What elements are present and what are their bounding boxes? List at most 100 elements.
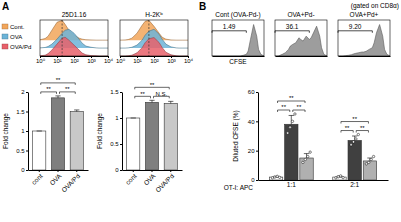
legend: Cont.OVAOVA/Pd [2, 24, 31, 50]
bar [145, 102, 158, 170]
x-tick: OVA [48, 170, 63, 187]
y-tick: 1 [21, 128, 28, 134]
x-tick: 10³ [87, 56, 96, 64]
significance-bracket [356, 131, 368, 133]
x-tick: 10⁴ [104, 56, 114, 64]
y-tick: 0.5 [16, 148, 28, 154]
x-tick: 2:1 [350, 180, 359, 188]
y-axis: 0204060 [248, 89, 259, 183]
histogram-line [212, 25, 264, 56]
data-point [304, 158, 306, 160]
error-bar [55, 96, 60, 98]
axis-line [213, 56, 265, 57]
x-tick: cont [30, 170, 44, 186]
panel-label: A [2, 1, 9, 12]
error-bar [149, 100, 154, 102]
significance-label: N.S. [156, 91, 168, 97]
legend-label: Cont. [10, 24, 25, 30]
y-tick: 1 [115, 115, 122, 121]
significance-bracket [41, 92, 57, 94]
x-tick-label: 10³ [167, 58, 176, 64]
y-tick: 20 [248, 148, 258, 154]
bar [363, 161, 376, 180]
y-tick: 40 [248, 119, 258, 125]
significance-bracket [41, 83, 76, 85]
bar [70, 112, 83, 171]
y-axis-title: Fold change [96, 113, 104, 149]
histogram-panel: 9.20 OVA+Pd+ [338, 11, 391, 57]
histogram-panel: 1.49Cont (OVA-Pd-)CFSE [212, 11, 265, 65]
y-tick-mark [26, 151, 28, 152]
y-axis-title: Fold change [2, 113, 10, 149]
y-tick-mark [256, 180, 258, 181]
data-point [278, 176, 280, 178]
significance-label: ** [56, 77, 61, 83]
significance-label: ** [360, 125, 365, 131]
x-tick: 10⁴ [184, 56, 194, 64]
error-bar [289, 115, 294, 124]
bar [127, 118, 140, 170]
significance-bracket [60, 92, 76, 94]
gate [338, 31, 372, 33]
y-tick: 2 [21, 89, 28, 95]
x-tick: OVA/Pd [60, 170, 81, 193]
legend-swatch [2, 24, 8, 29]
panel-label: B [199, 1, 206, 12]
data-point [352, 141, 354, 143]
error-bar [352, 136, 357, 140]
chart-title: OVA+Pd+ [350, 11, 379, 18]
x-tick-mark [133, 170, 134, 172]
significance-bracket [341, 122, 368, 124]
data-point [368, 161, 370, 163]
data-point [291, 120, 293, 122]
significance-bracket [278, 101, 305, 103]
x-axis: 10⁰10¹10²10³10⁴ [116, 56, 194, 64]
data-point [271, 177, 273, 179]
bar-panel: 00.511.5contOVAOVA/PdFold change**N.S.** [96, 82, 183, 194]
x-tick-label: 2:1 [350, 181, 359, 188]
reference-line [148, 20, 149, 56]
x-axis-title: CFSE [229, 58, 247, 65]
histogram-area [40, 37, 108, 56]
legend-swatch [2, 34, 8, 39]
gate-label: 9.20 [349, 23, 362, 30]
y-tick-mark [256, 121, 258, 122]
y-tick-mark [26, 112, 28, 113]
y-tick: 0 [251, 177, 258, 183]
x-tick-label: 10⁴ [104, 58, 114, 64]
y-tick-mark [120, 118, 122, 119]
significance-bracket [293, 110, 305, 112]
y-tick-label: 40 [248, 119, 255, 125]
data-point [355, 138, 357, 140]
axis-line [28, 93, 29, 171]
histogram-line [275, 26, 327, 56]
y-tick-label: 0 [21, 167, 25, 173]
x-tick-label: 1:1 [287, 181, 296, 188]
x-axis: 1:1 2:1 [259, 180, 389, 188]
error-bar [337, 176, 342, 178]
x-tick-label: OVA/Pd [60, 172, 81, 193]
histogram-panel: 10⁰10¹10²10³10⁴25D1.16 [36, 11, 114, 64]
x-tick-label: 10² [150, 58, 159, 64]
data-point [276, 175, 278, 177]
axis-line [122, 93, 123, 171]
y-axis-title: Diluted CFSE (%) [232, 110, 240, 161]
x-tick-label: 10⁰ [36, 58, 46, 64]
chart-title: H-2Kᵇ [145, 11, 163, 18]
y-tick-label: 0.5 [16, 148, 25, 154]
note: (gated on CD8α) [351, 2, 399, 10]
axis-line [258, 93, 259, 181]
data-point [357, 133, 359, 135]
y-tick-mark [256, 151, 258, 152]
x-tick: 10² [150, 56, 159, 64]
x-tick-mark [76, 170, 77, 172]
legend-label: OVA [10, 34, 22, 40]
x-tick-label: OVA [142, 172, 157, 187]
bar [164, 103, 177, 170]
bar-panel: 00.511.52contOVAOVA/PdFold change****** [2, 77, 89, 193]
significance-label: ** [352, 116, 357, 122]
plot-area [275, 26, 327, 56]
y-tick-label: 2 [21, 89, 25, 95]
chart-title: Cont (OVA-Pd-) [215, 11, 260, 19]
reference-line [62, 20, 63, 56]
